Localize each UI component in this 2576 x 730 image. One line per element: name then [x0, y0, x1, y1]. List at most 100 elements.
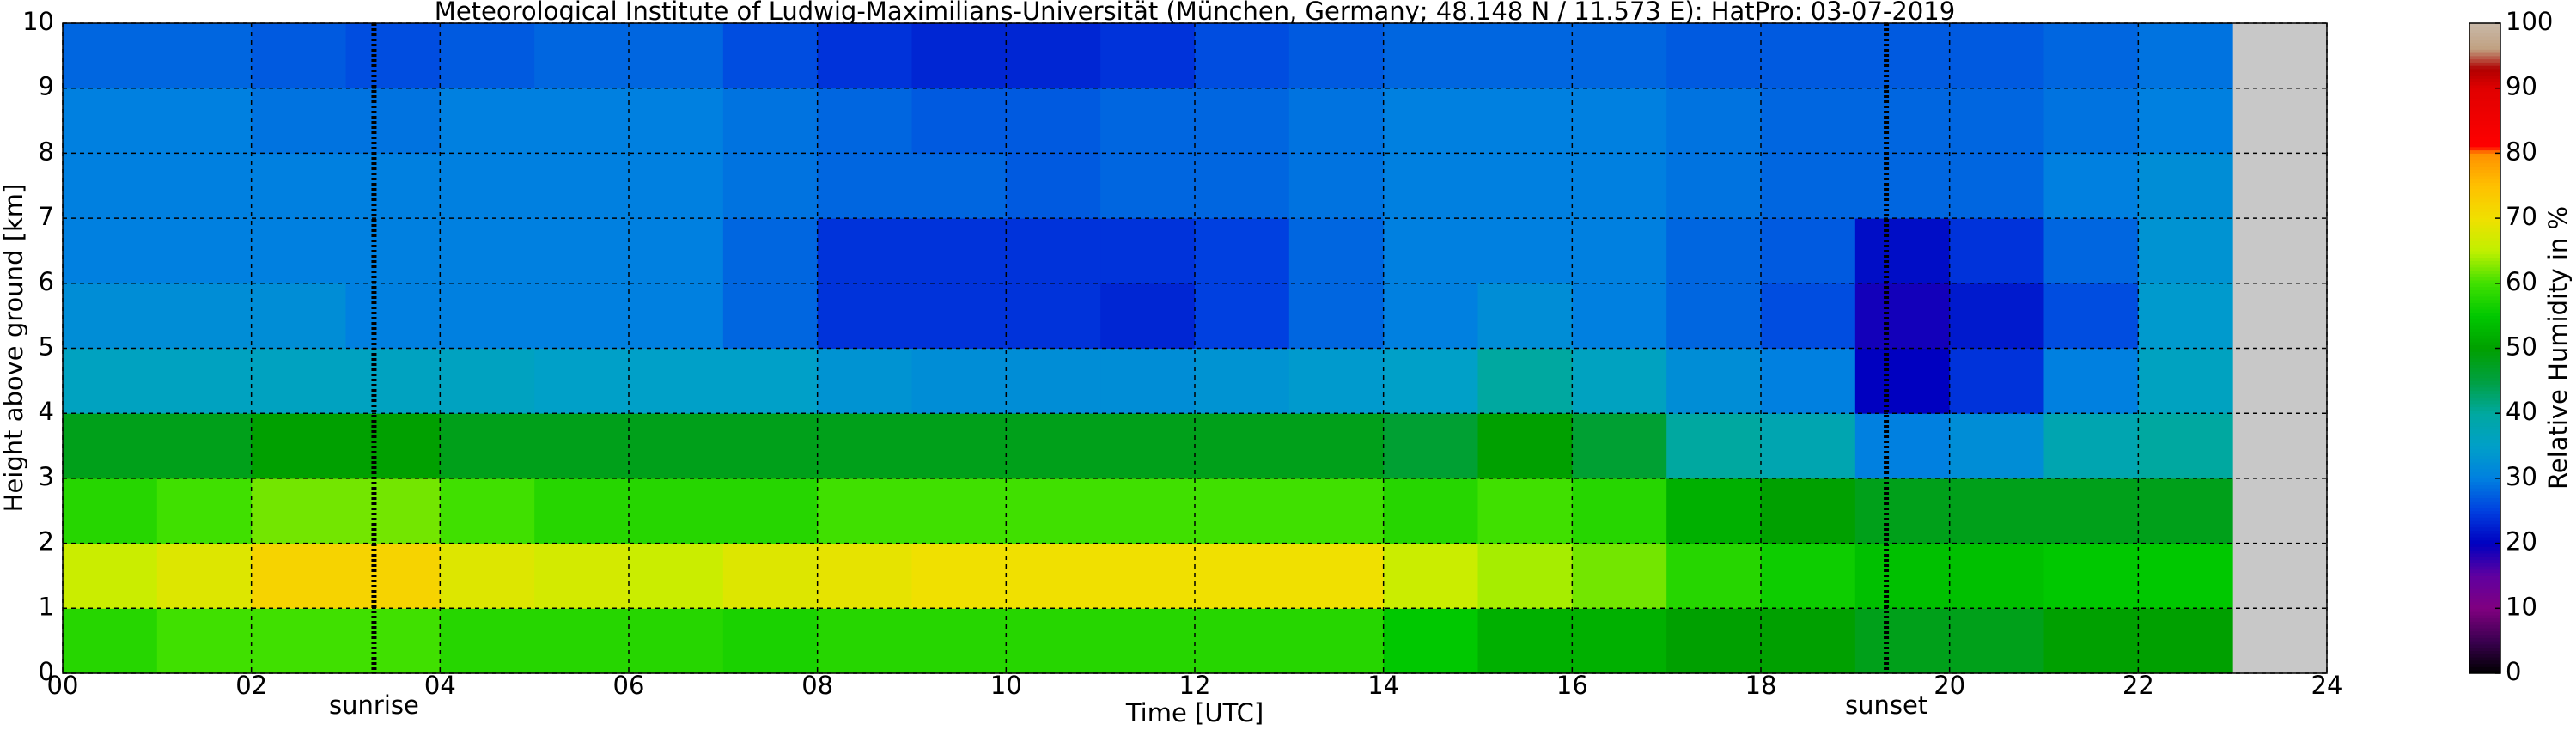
colorbar-segment — [2469, 88, 2500, 92]
heatmap-cell — [440, 608, 535, 674]
colorbar-segment — [2469, 289, 2500, 294]
colorbar-segment — [2469, 198, 2500, 203]
heatmap-cell — [911, 88, 1007, 154]
heatmap-cell — [1666, 88, 1762, 154]
heatmap-cell — [251, 23, 346, 89]
colorbar-segment — [2469, 55, 2500, 60]
colorbar-segment — [2469, 439, 2500, 443]
colorbar-segment — [2469, 446, 2500, 450]
colorbar-segment — [2469, 159, 2500, 164]
colorbar-segment — [2469, 400, 2500, 405]
heatmap-cell — [1854, 218, 1951, 284]
heatmap-cell — [440, 413, 535, 479]
heatmap-cell — [1477, 283, 1573, 349]
colorbar-segment — [2469, 361, 2500, 365]
heatmap-cell — [156, 23, 253, 89]
colorbar-segment — [2469, 468, 2500, 472]
colorbar-tick-label: 10 — [2506, 592, 2537, 621]
colorbar-segment — [2469, 332, 2500, 336]
heatmap-cell — [534, 348, 630, 414]
colorbar-segment — [2469, 224, 2500, 228]
colorbar-segment — [2469, 448, 2500, 453]
heatmap-cell — [1666, 348, 1762, 414]
heatmap-cell — [817, 543, 912, 609]
heatmap-cell — [440, 88, 535, 154]
heatmap-cell — [629, 543, 724, 609]
heatmap-cell — [1195, 88, 1290, 154]
heatmap-cell — [1477, 23, 1573, 89]
heatmap-cell — [1383, 153, 1478, 219]
heatmap-cell — [2043, 543, 2139, 609]
heatmap-cell — [345, 348, 441, 414]
colorbar-segment — [2469, 182, 2500, 186]
heatmap-cell — [1572, 348, 1667, 414]
heatmap-cell — [156, 413, 253, 479]
heatmap-cell — [1477, 348, 1573, 414]
heatmap-cell — [63, 23, 158, 89]
heatmap-cell — [251, 88, 346, 154]
heatmap-cell — [817, 283, 912, 349]
colorbar-segment — [2469, 611, 2500, 616]
y-tick-label: 9 — [39, 72, 54, 101]
colorbar-segment — [2469, 643, 2500, 648]
heatmap-cell — [1854, 348, 1951, 414]
colorbar-segment — [2469, 270, 2500, 274]
heatmap-cell — [1572, 23, 1667, 89]
heatmap-cell — [1100, 348, 1196, 414]
colorbar-segment — [2469, 237, 2500, 242]
heatmap-cell — [629, 348, 724, 414]
colorbar-segment — [2469, 29, 2500, 33]
colorbar-segment — [2469, 98, 2500, 102]
colorbar-segment — [2469, 335, 2500, 339]
colorbar-segment — [2469, 368, 2500, 372]
heatmap-cell — [1949, 413, 2044, 479]
heatmap-cell — [156, 348, 253, 414]
colorbar-segment — [2469, 315, 2500, 319]
annotation-label: sunset — [1845, 690, 1927, 720]
heatmap-cell — [1477, 478, 1573, 544]
heatmap-cell — [1288, 478, 1385, 544]
colorbar-segment — [2469, 572, 2500, 576]
colorbar-segment — [2469, 250, 2500, 255]
colorbar-segment — [2469, 397, 2500, 401]
heatmap-cell — [440, 348, 535, 414]
heatmap-cell — [1666, 23, 1762, 89]
colorbar-segment — [2469, 192, 2500, 197]
colorbar-segment — [2469, 179, 2500, 183]
heatmap-cell — [1666, 608, 1762, 674]
heatmap-cell — [1666, 543, 1762, 609]
colorbar-segment — [2469, 465, 2500, 470]
heatmap-cell — [1572, 478, 1667, 544]
colorbar-segment — [2469, 455, 2500, 459]
heatmap-cell — [1383, 283, 1478, 349]
heatmap-cell — [534, 88, 630, 154]
heatmap-cell — [817, 23, 912, 89]
heatmap-cell — [629, 23, 724, 89]
heatmap-cell — [1477, 543, 1573, 609]
colorbar-segment — [2469, 647, 2500, 652]
y-tick-label: 0 — [39, 657, 54, 686]
x-tick-label: 08 — [801, 671, 833, 700]
heatmap-cell — [1854, 478, 1951, 544]
colorbar-segment — [2469, 585, 2500, 590]
heatmap-cell — [251, 153, 346, 219]
heatmap-cell — [251, 413, 346, 479]
y-tick-label: 6 — [39, 267, 54, 296]
colorbar-segment — [2469, 33, 2500, 37]
colorbar-segment — [2469, 481, 2500, 485]
heatmap-cell — [911, 413, 1007, 479]
colorbar-segment — [2469, 120, 2500, 125]
colorbar-segment — [2469, 124, 2500, 128]
heatmap-cell — [156, 543, 253, 609]
colorbar-segment — [2469, 133, 2500, 137]
colorbar-segment — [2469, 162, 2500, 167]
colorbar-segment — [2469, 478, 2500, 483]
colorbar-segment — [2469, 556, 2500, 561]
heatmap-cell — [2043, 413, 2139, 479]
colorbar-segment — [2469, 419, 2500, 424]
colorbar-segment — [2469, 65, 2500, 70]
colorbar-segment — [2469, 526, 2500, 531]
heatmap-cell — [534, 608, 630, 674]
y-tick-label: 8 — [39, 137, 54, 166]
colorbar-segment — [2469, 113, 2500, 119]
